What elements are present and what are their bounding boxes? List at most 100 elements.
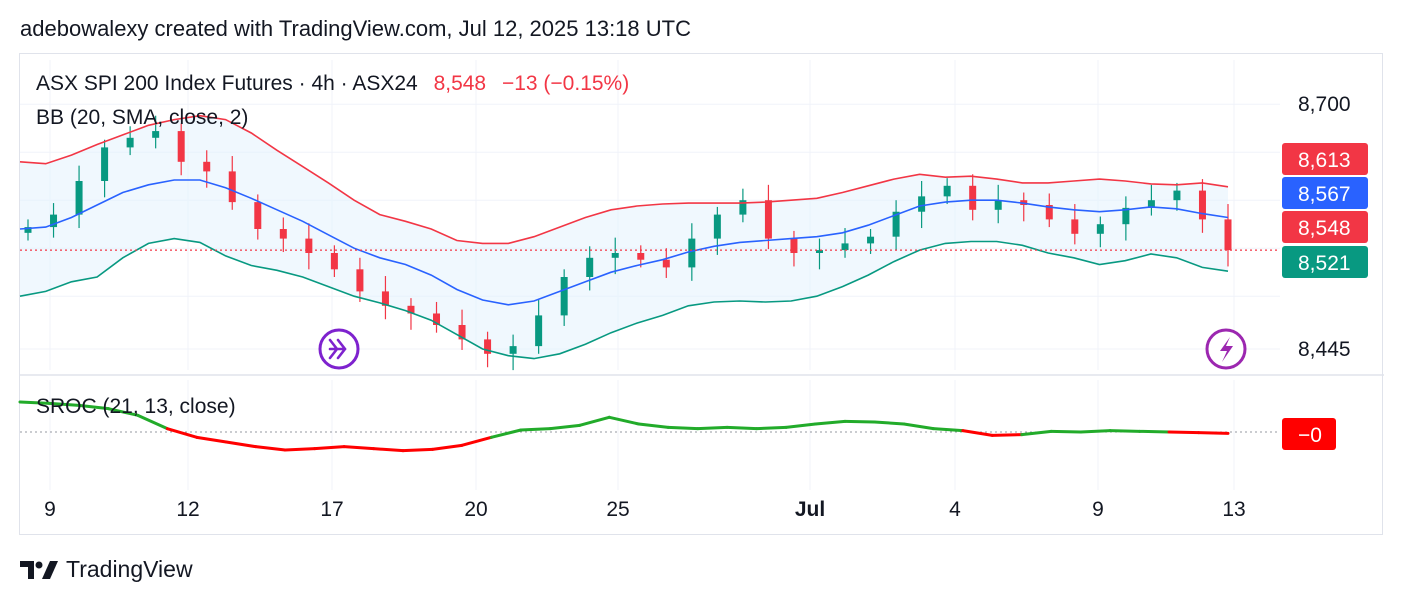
candle-body bbox=[1045, 205, 1053, 220]
symbol-title: ASX SPI 200 Index Futures · 4h · ASX24 bbox=[36, 72, 418, 95]
sroc-badge-text: −0 bbox=[1298, 424, 1322, 447]
candle-body bbox=[790, 238, 798, 253]
candle bbox=[560, 269, 568, 326]
sroc-segment bbox=[725, 425, 759, 431]
candle bbox=[1198, 179, 1206, 233]
candle-body bbox=[203, 161, 211, 172]
footer-brand[interactable]: TradingView bbox=[20, 556, 193, 583]
sroc-segment bbox=[254, 445, 287, 452]
candle bbox=[892, 200, 900, 251]
sroc-segment bbox=[313, 445, 346, 451]
candle-body bbox=[1071, 219, 1079, 234]
sroc-segment bbox=[195, 435, 228, 444]
price-badge-text: 8,613 bbox=[1298, 149, 1351, 172]
sroc-segment bbox=[931, 427, 965, 433]
tradingview-logo-icon bbox=[20, 560, 58, 579]
time-tick-label: 25 bbox=[606, 498, 629, 521]
sroc-segment bbox=[460, 435, 493, 447]
candle bbox=[509, 334, 517, 371]
sroc-segment bbox=[666, 425, 700, 431]
sroc-legend: SROC (21, 13, close) bbox=[36, 395, 236, 418]
candle bbox=[918, 181, 926, 229]
candle-body bbox=[1096, 224, 1104, 234]
sroc-segment bbox=[843, 419, 876, 424]
candle-body bbox=[381, 291, 389, 306]
time-tick-label: 17 bbox=[320, 498, 343, 521]
candle-body bbox=[152, 131, 160, 138]
upper-band-line bbox=[19, 114, 1229, 245]
basis-line bbox=[19, 179, 1229, 306]
candle-body bbox=[458, 325, 466, 340]
candle bbox=[356, 257, 364, 302]
candle bbox=[279, 217, 287, 253]
candle bbox=[1071, 204, 1079, 245]
candle-body bbox=[1173, 190, 1181, 201]
candle bbox=[688, 223, 696, 281]
sroc-segment bbox=[106, 407, 140, 417]
sroc-segment bbox=[961, 429, 994, 437]
sroc-segment bbox=[548, 423, 582, 431]
candle-body bbox=[994, 200, 1002, 210]
candle-body bbox=[637, 253, 645, 260]
candle bbox=[152, 115, 160, 149]
candle-body bbox=[356, 269, 364, 292]
candle-body bbox=[739, 200, 747, 215]
candle-body bbox=[305, 238, 313, 253]
candle-body bbox=[1122, 207, 1130, 225]
candle bbox=[458, 309, 466, 350]
candle-body bbox=[892, 211, 900, 237]
sroc-segment bbox=[784, 422, 818, 429]
sroc-segment bbox=[755, 425, 788, 431]
sroc-segment bbox=[401, 447, 434, 453]
sroc-segment bbox=[136, 413, 169, 431]
sroc-segment bbox=[342, 445, 376, 451]
candle bbox=[75, 165, 83, 229]
candle-body bbox=[662, 259, 670, 268]
candle-body bbox=[484, 339, 492, 354]
candle bbox=[535, 300, 543, 354]
candle-body bbox=[509, 346, 517, 354]
price-tick-label: 8,445 bbox=[1298, 338, 1351, 361]
sroc-segment bbox=[1197, 431, 1230, 435]
candle bbox=[407, 298, 415, 330]
candle-body bbox=[177, 131, 185, 162]
time-tick-label: 9 bbox=[1092, 498, 1104, 521]
candle-body bbox=[1198, 190, 1206, 220]
price-badge-lower: 8,521 bbox=[1282, 246, 1368, 278]
candle bbox=[177, 123, 185, 176]
candle bbox=[1147, 184, 1155, 216]
candle bbox=[101, 139, 109, 198]
time-tick-label: 13 bbox=[1222, 498, 1245, 521]
candle bbox=[50, 203, 58, 238]
candle bbox=[1224, 204, 1232, 267]
price-badge-basis: 8,567 bbox=[1282, 177, 1368, 209]
time-tick-label: 12 bbox=[176, 498, 199, 521]
candle bbox=[433, 301, 441, 333]
candle bbox=[1096, 216, 1104, 248]
candle bbox=[126, 126, 134, 156]
sroc-segment bbox=[814, 419, 847, 426]
candle-body bbox=[279, 229, 287, 239]
candle-body bbox=[50, 214, 58, 228]
candle bbox=[637, 245, 645, 268]
candle-body bbox=[918, 196, 926, 212]
sroc-segment bbox=[165, 427, 199, 439]
lower-band-line bbox=[19, 237, 1229, 360]
time-tick-label: 20 bbox=[464, 498, 487, 521]
price-badge-text: 8,521 bbox=[1298, 252, 1351, 275]
price-badge-upper: 8,613 bbox=[1282, 143, 1368, 175]
candle bbox=[586, 246, 594, 291]
candle bbox=[1045, 193, 1053, 228]
indicator-legend: BB (20, SMA, close, 2) bbox=[36, 106, 249, 129]
price-tick-label: 8,700 bbox=[1298, 93, 1351, 116]
lightning-circle-icon[interactable] bbox=[1205, 328, 1247, 370]
candle-body bbox=[943, 185, 951, 197]
candle-body bbox=[841, 243, 849, 251]
arrow-right-circle-icon[interactable] bbox=[318, 328, 360, 370]
time-tick-label: 9 bbox=[44, 498, 56, 521]
candle-body bbox=[330, 253, 338, 270]
candle-body bbox=[815, 250, 823, 253]
sroc-segment bbox=[519, 427, 552, 432]
price-badge-text: 8,548 bbox=[1298, 217, 1351, 240]
